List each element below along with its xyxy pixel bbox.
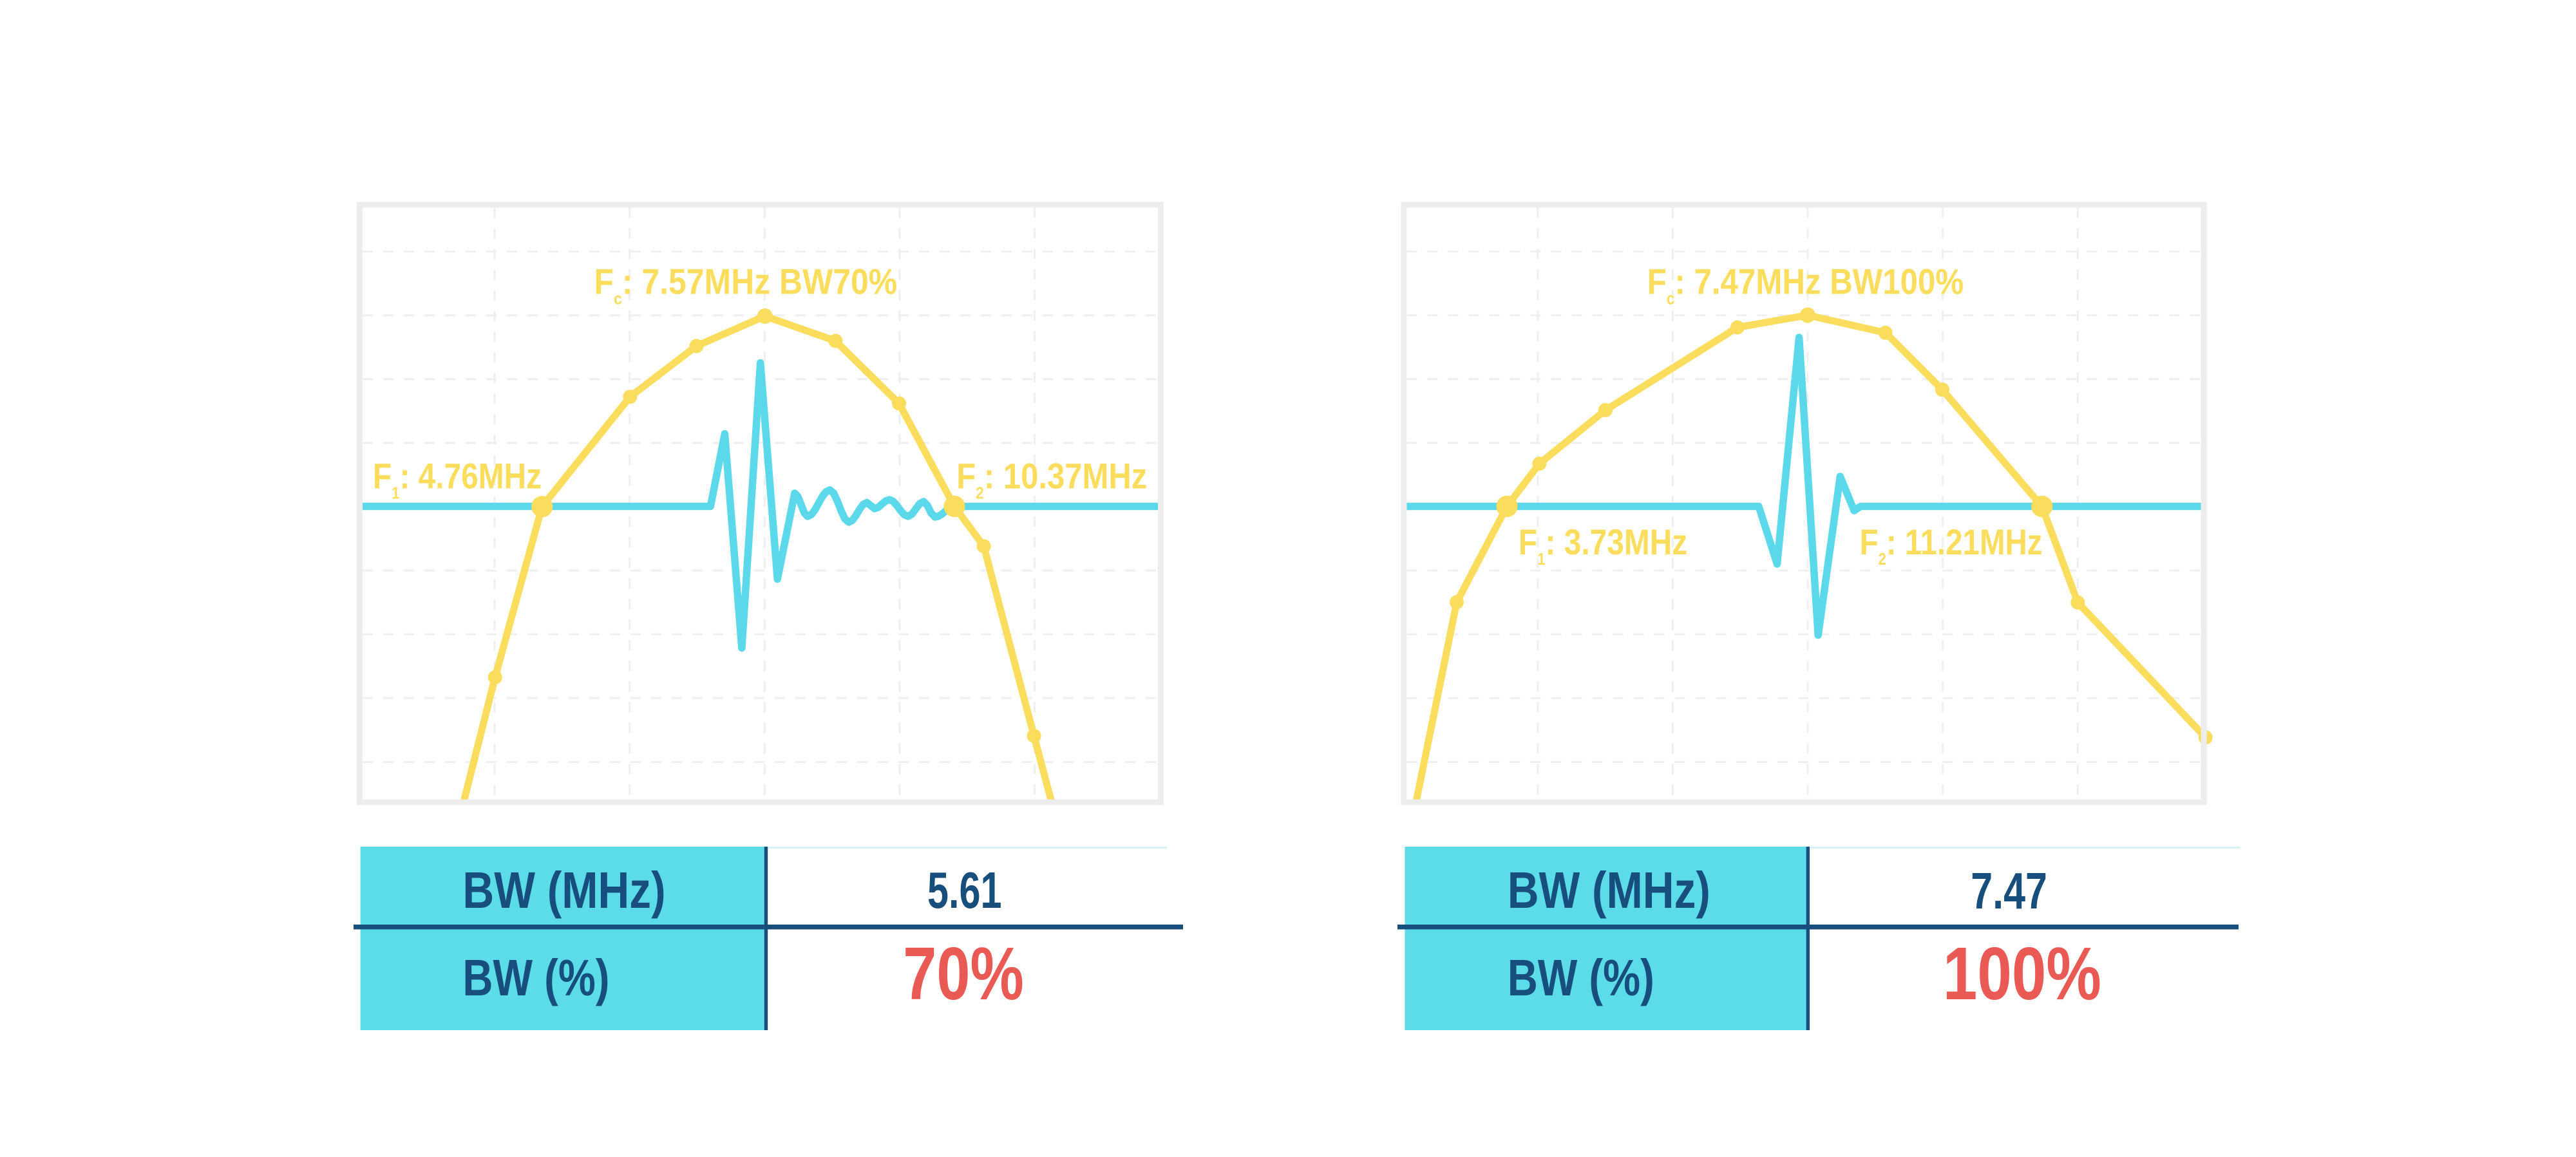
svg-text:7.47: 7.47 (1971, 863, 2047, 920)
svg-text:BW (%): BW (%) (1508, 950, 1654, 1007)
svg-text:F2: 10.37MHz: F2: 10.37MHz (956, 456, 1147, 503)
svg-text:5.61: 5.61 (927, 861, 1001, 919)
svg-text:Fc: 7.57MHz BW70%: Fc: 7.57MHz BW70% (594, 262, 898, 308)
svg-text:70%: 70% (903, 933, 1023, 1016)
svg-text:100%: 100% (1943, 932, 2101, 1015)
svg-text:BW (%): BW (%) (462, 950, 609, 1007)
svg-text:BW (MHz): BW (MHz) (1508, 861, 1710, 919)
svg-text:F2: 11.21MHz: F2: 11.21MHz (1860, 522, 2043, 569)
svg-text:F1: 3.73MHz: F1: 3.73MHz (1519, 523, 1687, 569)
svg-text:Fc: 7.47MHz BW100%: Fc: 7.47MHz BW100% (1647, 262, 1964, 308)
svg-text:F1: 4.76MHz: F1: 4.76MHz (373, 456, 542, 503)
svg-text:BW (MHz): BW (MHz) (462, 861, 665, 919)
